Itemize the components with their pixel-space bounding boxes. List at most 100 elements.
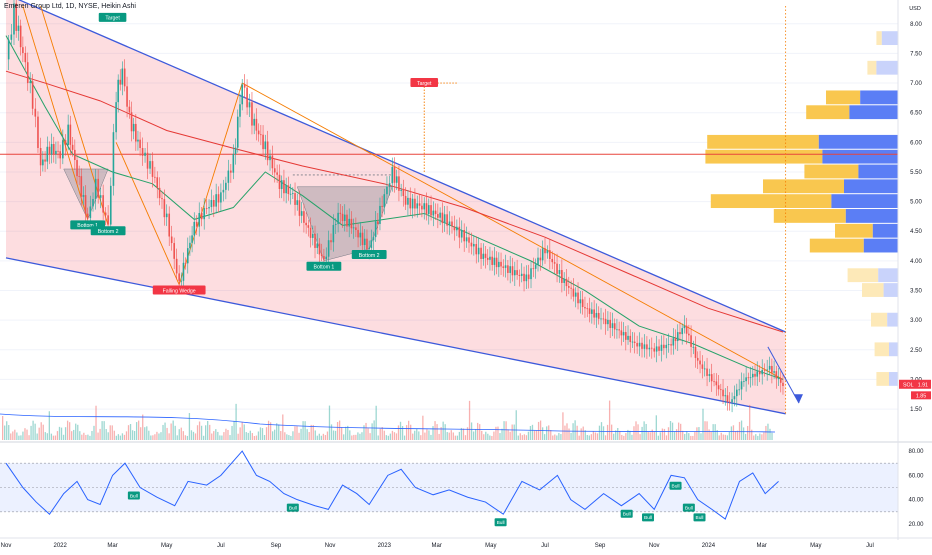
bull-signal-4: Bull: [642, 513, 655, 522]
volume-bar-274: [558, 432, 560, 440]
volume-bar-171: [349, 430, 351, 440]
volume-bar-341: [694, 431, 696, 440]
candle-body-21: [57, 150, 59, 152]
candle-body-112: [271, 155, 274, 169]
volume-bar-25: [52, 435, 55, 440]
candle-body-117: [283, 180, 285, 194]
volume-bar-138: [282, 414, 284, 440]
annotation-0: Target: [98, 12, 127, 22]
annotation-5: Bottom 2: [351, 249, 387, 259]
candle-body-9: [29, 81, 31, 84]
volume-bar-366: [744, 433, 747, 440]
candle-body-212: [500, 261, 502, 267]
candle-body-114: [276, 172, 278, 175]
candle-body-186: [439, 212, 441, 218]
volume-bar-368: [749, 404, 751, 440]
candle-body-136: [325, 256, 328, 260]
volume-bar-353: [718, 435, 720, 440]
candle-body-2: [13, 3, 15, 35]
volume-bar-80: [164, 422, 166, 440]
volume-bar-342: [696, 427, 698, 440]
candle-body-33: [84, 195, 87, 214]
candle-body-175: [414, 198, 416, 209]
volume-bar-204: [416, 428, 418, 440]
volume-bar-198: [403, 435, 406, 440]
candle-body-16: [46, 146, 49, 162]
candle-body-15: [44, 159, 46, 162]
bull-signal-3: Bull: [620, 509, 633, 518]
volume-bar-150: [306, 429, 308, 440]
volume-bar-187: [381, 427, 383, 440]
volume-bar-267: [544, 434, 546, 440]
time-tick-0: Nov: [1, 543, 12, 549]
candle-body-308: [722, 389, 724, 397]
candle-body-243: [572, 288, 575, 297]
candle-body-193: [456, 226, 458, 231]
time-tick-2: Mar: [107, 543, 117, 549]
bull-signal-label-7: Bull: [696, 515, 704, 521]
volume-bar-73: [150, 435, 152, 440]
candle-body-277: [650, 347, 653, 349]
volume-bar-332: [675, 429, 678, 440]
volume-bar-254: [517, 435, 519, 440]
volume-bar-118: [241, 421, 243, 440]
annotation-label-3: Falling Wedge: [163, 288, 196, 294]
candle-body-45: [115, 102, 117, 133]
volume-bar-344: [700, 433, 702, 440]
annotation-3: Falling Wedge: [152, 285, 206, 295]
candle-body-23: [62, 140, 64, 159]
volume-bar-64: [131, 430, 134, 440]
volume-bar-54: [111, 425, 113, 440]
volume-bar-305: [621, 434, 623, 440]
volume-profile-down-0: [881, 31, 898, 46]
volume-bar-318: [647, 432, 649, 440]
candle-body-274: [643, 344, 646, 349]
wedge-lower-line: [5, 257, 786, 415]
annotation-box-5: [351, 249, 387, 259]
volume-bar-169: [345, 426, 347, 440]
volume-bar-1: [4, 425, 6, 440]
volume-profile-up-14: [871, 312, 888, 327]
candle-body-128: [307, 225, 310, 228]
volume-bar-159: [324, 435, 327, 440]
volume-profile-up-4: [707, 134, 819, 149]
volume-bar-66: [135, 422, 138, 440]
candle-body-255: [600, 318, 602, 320]
volume-bar-268: [546, 426, 548, 440]
volume-bar-91: [186, 435, 189, 440]
volume-bar-212: [432, 426, 434, 440]
candle-body-79: [193, 221, 196, 236]
candle-body-58: [144, 152, 146, 156]
volume-bar-85: [174, 425, 176, 440]
candle-body-80: [195, 221, 198, 227]
candle-body-240: [565, 278, 568, 287]
volume-bar-137: [280, 431, 282, 440]
candle-body-269: [631, 341, 634, 343]
price-tick-6: 4.50: [910, 229, 922, 235]
volume-bar-191: [389, 433, 392, 440]
volume-bar-278: [566, 423, 568, 440]
volume-bar-280: [570, 432, 572, 440]
volume-bar-103: [211, 433, 213, 440]
candle-body-109: [264, 141, 267, 150]
volume-bar-146: [298, 432, 300, 440]
candle-body-293: [688, 333, 690, 336]
volume-bar-190: [387, 435, 389, 440]
time-tick-1: 2022: [53, 543, 67, 549]
candle-body-222: [523, 273, 525, 282]
candle-body-246: [579, 299, 582, 304]
candle-body-113: [273, 168, 276, 173]
volume-bar-18: [38, 427, 40, 440]
volume-profile-up-6: [804, 164, 859, 179]
candle-body-281: [660, 344, 663, 351]
volume-bar-31: [64, 427, 67, 440]
volume-bar-149: [304, 421, 306, 440]
candle-body-283: [665, 344, 668, 349]
volume-bar-216: [440, 427, 442, 440]
candle-body-53: [132, 123, 135, 132]
volume-profile-up-11: [809, 238, 864, 253]
volume-bar-205: [418, 431, 420, 440]
volume-profile-up-0: [876, 31, 882, 46]
candle-body-161: [381, 205, 383, 207]
volume-bar-335: [682, 430, 684, 440]
